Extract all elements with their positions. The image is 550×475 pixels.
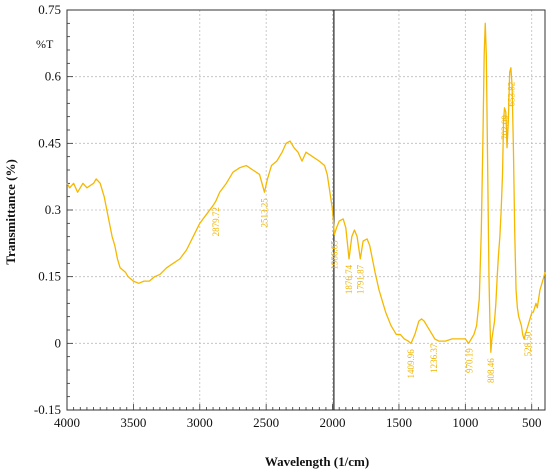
y-tick-label: 0 <box>55 335 62 350</box>
peak-label: 702.09 <box>500 115 510 140</box>
peak-label: 528.50 <box>523 331 533 356</box>
y-tick-label: 0.6 <box>45 69 62 84</box>
x-tick-label: 1000 <box>452 415 478 430</box>
x-axis-title: Wavelength (1/cm) <box>265 454 369 469</box>
x-tick-label: 500 <box>522 415 542 430</box>
peak-label: 1409.96 <box>406 349 416 379</box>
peak-label: 2513.25 <box>259 198 269 228</box>
x-tick-label: 2500 <box>253 415 279 430</box>
y-tick-label: 0.45 <box>38 135 61 150</box>
peak-labels: 2879.72 2513.25 1986.65 1876.74 1791.87 1409.… <box>211 82 533 383</box>
peak-label: 1876.74 <box>344 264 354 294</box>
peak-label: 808.46 <box>486 358 496 383</box>
y-tick-label: 0.3 <box>45 202 61 217</box>
peak-label: 1791.87 <box>355 264 365 294</box>
x-tick-label: 3000 <box>187 415 213 430</box>
peak-label: 970.19 <box>464 348 474 373</box>
series-layer <box>66 22 546 353</box>
x-tick-label: 2000 <box>320 415 346 430</box>
y-tick-label: 0.75 <box>38 2 61 17</box>
peak-label: 2879.72 <box>211 207 221 236</box>
gridlines <box>66 9 545 411</box>
peak-label: 1986.65 <box>329 240 339 270</box>
spectrum-line <box>66 22 546 353</box>
y-tick-label: 0.15 <box>38 269 61 284</box>
x-tick-label: 3500 <box>120 415 146 430</box>
axes: 4000 3500 3000 2500 2000 1500 1000 500 -0.15 0 0.1… <box>34 2 546 430</box>
x-tick-label: 4000 <box>54 415 80 430</box>
y-axis-title: Transmittance (%) <box>3 159 18 265</box>
peak-label: 1236.37 <box>429 343 439 373</box>
y-tick-label: -0.15 <box>34 402 61 417</box>
unit-label: %T <box>36 37 54 51</box>
x-tick-label: 1500 <box>386 415 412 430</box>
peak-label: 653.82 <box>506 82 516 107</box>
